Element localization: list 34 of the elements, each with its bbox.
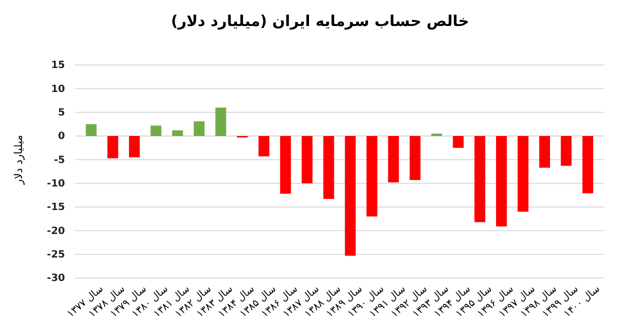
bar — [128, 136, 140, 158]
bar — [560, 136, 572, 166]
y-tick-label: -20 — [46, 226, 66, 237]
bar — [410, 136, 420, 180]
bar — [302, 136, 313, 184]
y-tick-label: -10 — [46, 178, 66, 190]
y-tick-label: -30 — [46, 273, 66, 284]
bar — [150, 126, 162, 136]
y-tick-label: -25 — [46, 250, 66, 261]
bar — [194, 121, 205, 136]
bar — [474, 136, 486, 222]
bar — [582, 136, 594, 194]
bar — [344, 136, 356, 256]
chart-title: خالص حساب سرمایه ایران (میلیارد دلار) — [170, 12, 470, 30]
y-tick-label: 15 — [51, 60, 66, 72]
bar — [172, 130, 183, 136]
bar — [539, 136, 550, 168]
bar — [107, 136, 118, 158]
bar — [323, 136, 334, 199]
y-tick-label: -5 — [54, 154, 66, 166]
y-tick-label: 0 — [58, 131, 66, 142]
y-tick-label: -15 — [46, 202, 66, 214]
bar — [518, 136, 528, 212]
bar — [280, 136, 291, 194]
bar — [388, 136, 399, 182]
y-tick-label: 10 — [51, 84, 66, 95]
bar — [366, 136, 378, 216]
bar — [452, 136, 464, 148]
bar — [86, 124, 97, 136]
bar — [496, 136, 507, 226]
bar — [215, 108, 226, 136]
y-tick-label: 5 — [58, 108, 66, 119]
y-axis-title: میلیارد دلار — [12, 134, 25, 186]
bar — [258, 136, 270, 156]
